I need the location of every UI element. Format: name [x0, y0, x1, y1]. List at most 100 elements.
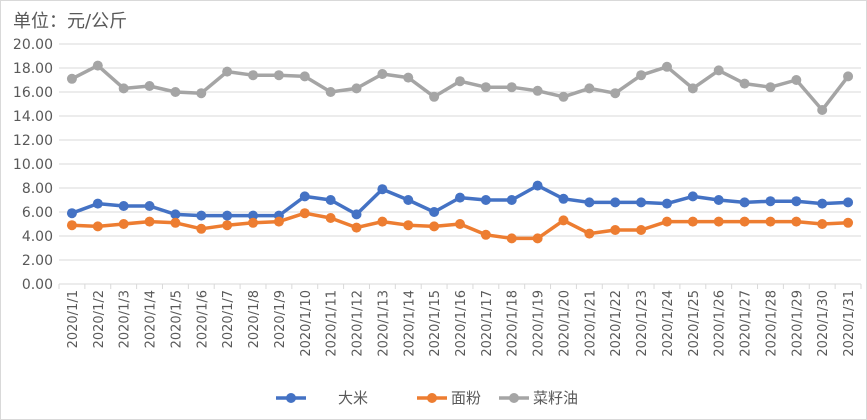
data-point [817, 198, 828, 209]
x-tick-label: 2020/1/9 [273, 290, 288, 348]
data-point [558, 215, 569, 226]
data-point [532, 233, 543, 244]
data-point [92, 198, 103, 209]
x-tick-label: 2020/1/7 [221, 290, 236, 348]
x-tick-label: 2020/1/19 [532, 290, 547, 357]
data-point [66, 220, 77, 231]
data-point [118, 83, 129, 94]
data-point [739, 216, 750, 227]
data-point [687, 191, 698, 202]
data-point [506, 82, 517, 93]
data-point [429, 207, 440, 217]
data-point [791, 216, 802, 227]
data-point [713, 216, 724, 227]
data-point [687, 216, 698, 227]
data-point [636, 70, 647, 81]
x-tick-label: 2020/1/23 [635, 290, 650, 357]
data-point [687, 83, 698, 94]
data-point [377, 216, 388, 227]
data-point [610, 225, 621, 235]
data-point [636, 225, 647, 235]
data-point [817, 219, 828, 229]
data-point [351, 222, 362, 233]
series-3 [66, 60, 854, 115]
data-point [739, 197, 750, 208]
data-point [610, 197, 621, 208]
y-tick-label: 16.00 [13, 85, 53, 101]
data-point [144, 216, 155, 227]
data-point [480, 195, 491, 205]
data-point [661, 216, 672, 227]
data-point [661, 61, 672, 72]
legend-marker [427, 393, 437, 403]
data-point [455, 192, 465, 203]
x-tick-label: 2020/1/25 [687, 290, 702, 357]
y-tick-label: 14.00 [13, 109, 53, 125]
legend-label: 面粉 [451, 389, 481, 407]
x-tick-label: 2020/1/29 [790, 290, 805, 357]
data-point [739, 78, 750, 89]
series-layer [66, 60, 854, 244]
data-point [610, 88, 621, 99]
data-point [532, 85, 543, 96]
legend-label: 大米 [338, 389, 368, 407]
data-point [273, 216, 284, 227]
y-tick-label: 6.00 [22, 205, 53, 221]
x-tick-label: 2020/1/4 [144, 290, 159, 348]
data-point [196, 210, 207, 221]
data-point [299, 191, 310, 202]
x-tick-label: 2020/1/20 [557, 290, 572, 357]
y-tick-label: 2.00 [22, 253, 53, 269]
x-tick-label: 2020/1/1 [66, 290, 81, 348]
data-point [817, 105, 828, 115]
data-point [455, 219, 465, 229]
data-point [791, 75, 802, 85]
legend: 大米 面粉 菜籽油 [276, 389, 578, 407]
x-tick-label: 2020/1/12 [351, 290, 366, 357]
x-tick-label: 2020/1/8 [247, 290, 262, 348]
data-point [196, 223, 207, 234]
unit-label: 单位：元/公斤 [13, 11, 128, 32]
data-point [558, 91, 569, 102]
data-point [765, 196, 776, 207]
data-point [377, 69, 388, 79]
x-tick-label: 2020/1/11 [325, 290, 340, 357]
data-point [118, 219, 129, 229]
data-point [429, 221, 440, 232]
x-tick-label: 2020/1/10 [299, 290, 314, 357]
x-tick-label: 2020/1/2 [92, 290, 107, 348]
x-tick-label: 2020/1/18 [506, 290, 521, 357]
data-point [325, 87, 336, 97]
data-point [196, 88, 207, 99]
data-point [222, 210, 233, 221]
x-tick-label: 2020/1/24 [661, 290, 676, 357]
data-point [636, 197, 647, 208]
data-point [248, 210, 259, 221]
data-point [713, 195, 724, 205]
x-tick-label: 2020/1/16 [454, 290, 469, 357]
data-point [765, 216, 776, 227]
data-point [325, 213, 336, 223]
data-point [765, 82, 776, 93]
data-point [532, 180, 543, 191]
data-point [843, 71, 854, 82]
data-point [558, 193, 569, 204]
x-tick-label: 2020/1/6 [195, 290, 210, 348]
x-tick-label: 2020/1/15 [428, 290, 443, 357]
data-point [480, 82, 491, 93]
data-point [222, 220, 233, 231]
data-point [170, 217, 181, 228]
legend-marker [509, 393, 519, 403]
x-tick-label: 2020/1/17 [480, 290, 495, 357]
data-point [584, 83, 595, 94]
data-point [584, 197, 595, 208]
data-point [377, 184, 388, 195]
x-tick-label: 2020/1/26 [713, 290, 728, 357]
data-point [455, 76, 465, 87]
series-line [71, 63, 850, 112]
data-point [843, 197, 854, 208]
x-tick-label: 2020/1/13 [376, 290, 391, 357]
data-point [299, 71, 310, 82]
axes: 0.00 2.00 4.00 6.00 8.00 10.00 12.00 14.00 16.00… [13, 37, 862, 357]
